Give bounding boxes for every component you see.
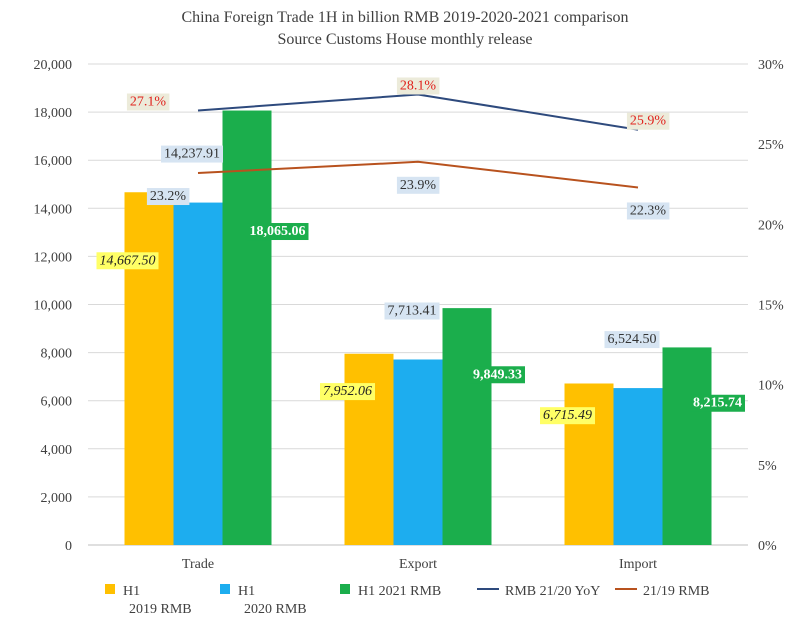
- bar-1-export: [344, 353, 394, 545]
- legend-label: 2020 RMB: [244, 602, 307, 617]
- x-tick-label: Trade: [182, 557, 214, 572]
- data-label-text: 6,524.50: [608, 332, 657, 347]
- legend-label: H1: [123, 584, 140, 599]
- data-label-text: 7,713.41: [388, 303, 437, 318]
- legend-label: H1 2021 RMB: [358, 584, 441, 599]
- y-tick-label: 20,000: [34, 58, 73, 73]
- data-label-background: [540, 407, 595, 425]
- y-tick-label: 2,000: [41, 491, 73, 506]
- legend-label: 21/19 RMB: [643, 584, 710, 599]
- chart-title: China Foreign Trade 1H in billion RMB 20…: [181, 9, 628, 26]
- data-label: 23.2%: [146, 188, 190, 206]
- data-label: 6,524.50: [604, 331, 660, 349]
- data-label-text: 25.9%: [630, 114, 667, 129]
- x-tick-label: Export: [399, 557, 437, 572]
- bar-3-export: [442, 308, 492, 545]
- data-label: 27.1%: [126, 93, 170, 111]
- bar-series: [124, 110, 712, 546]
- data-labels: 14,667.50 7,952.06 6,715.49 14,237.91 7,713.…: [96, 77, 745, 425]
- y-tick-label: 10,000: [34, 299, 73, 314]
- data-label-background: [384, 302, 440, 320]
- x-tick-label: Import: [619, 557, 657, 572]
- data-label-background: [690, 394, 745, 412]
- legend-label: H1: [238, 584, 255, 599]
- legend-label: RMB 21/20 YoY: [505, 584, 600, 599]
- data-label: 7,713.41: [384, 302, 440, 320]
- bar-2-import: [613, 388, 663, 545]
- y2-tick-label: 10%: [758, 379, 784, 394]
- data-label-background: [470, 366, 525, 384]
- data-label: 6,715.49: [540, 407, 595, 425]
- chart-subtitle: Source Customs House monthly release: [277, 31, 532, 48]
- y-tick-label: 0: [65, 539, 72, 554]
- data-label-background: [604, 331, 660, 349]
- y-tick-label: 16,000: [34, 154, 73, 169]
- bar-3-trade: [222, 110, 272, 545]
- data-label-text: 6,715.49: [543, 408, 592, 423]
- x-axis: Trade Export Import: [182, 557, 657, 572]
- data-label-text: 14,237.91: [164, 147, 220, 162]
- data-label: 25.9%: [626, 112, 670, 130]
- data-label-background: [126, 93, 170, 111]
- bar-2-trade: [173, 202, 223, 546]
- y-tick-label: 12,000: [34, 250, 73, 265]
- bar-2-export: [393, 359, 443, 545]
- data-label-text: 8,215.74: [693, 396, 742, 411]
- data-label-text: 27.1%: [130, 94, 167, 109]
- data-label-text: 9,849.33: [473, 367, 522, 382]
- y-tick-label: 8,000: [41, 347, 73, 362]
- y-axis-left: 0 2,000 4,000 6,000 8,000 10,000 12,000 14,000 1…: [34, 58, 73, 554]
- y2-tick-label: 0%: [758, 539, 777, 554]
- y2-tick-label: 5%: [758, 459, 777, 474]
- legend: H1 2019 RMB H1 2020 RMB H1 2021 RMB RMB 21/20…: [105, 584, 710, 617]
- legend-swatch-1: [220, 584, 230, 594]
- data-label-text: 22.3%: [630, 203, 667, 218]
- y-tick-label: 4,000: [41, 443, 73, 458]
- data-label-text: 14,667.50: [100, 253, 156, 268]
- data-label: 22.3%: [626, 202, 670, 220]
- data-label-background: [626, 112, 670, 130]
- y-axis-right: 0% 5% 10% 15% 20% 25% 30%: [758, 58, 784, 554]
- data-label-background: [96, 252, 159, 270]
- data-label-background: [246, 223, 309, 241]
- data-label-text: 7,952.06: [323, 384, 372, 399]
- y-tick-label: 14,000: [34, 202, 73, 217]
- data-label-text: 18,065.06: [250, 224, 306, 239]
- data-label-background: [161, 145, 223, 163]
- data-label: 28.1%: [396, 77, 440, 95]
- y2-tick-label: 20%: [758, 218, 784, 233]
- bar-1-trade: [124, 192, 174, 545]
- data-label: 7,952.06: [320, 383, 375, 401]
- data-label-background: [396, 77, 440, 95]
- data-label-text: 23.2%: [150, 189, 187, 204]
- data-label-text: 28.1%: [400, 78, 437, 93]
- bar-3-import: [662, 347, 712, 545]
- data-label: 9,849.33: [470, 366, 525, 384]
- data-label-background: [146, 188, 190, 206]
- data-label: 18,065.06: [246, 223, 309, 241]
- y2-tick-label: 30%: [758, 58, 784, 73]
- data-label-background: [320, 383, 375, 401]
- legend-swatch-0: [105, 584, 115, 594]
- data-label: 14,237.91: [161, 145, 223, 163]
- data-label-background: [626, 202, 670, 220]
- data-label: 8,215.74: [690, 394, 745, 412]
- series-line-4: [197, 160, 639, 189]
- data-label: 14,667.50: [96, 252, 159, 270]
- data-label: 23.9%: [396, 176, 440, 194]
- y-tick-label: 18,000: [34, 106, 73, 121]
- data-label-background: [396, 176, 440, 194]
- y-tick-label: 6,000: [41, 395, 73, 410]
- legend-label: 2019 RMB: [129, 602, 192, 617]
- legend-swatch-2: [340, 584, 350, 594]
- y2-tick-label: 15%: [758, 299, 784, 314]
- data-label-text: 23.9%: [400, 178, 437, 193]
- y2-tick-label: 25%: [758, 138, 784, 153]
